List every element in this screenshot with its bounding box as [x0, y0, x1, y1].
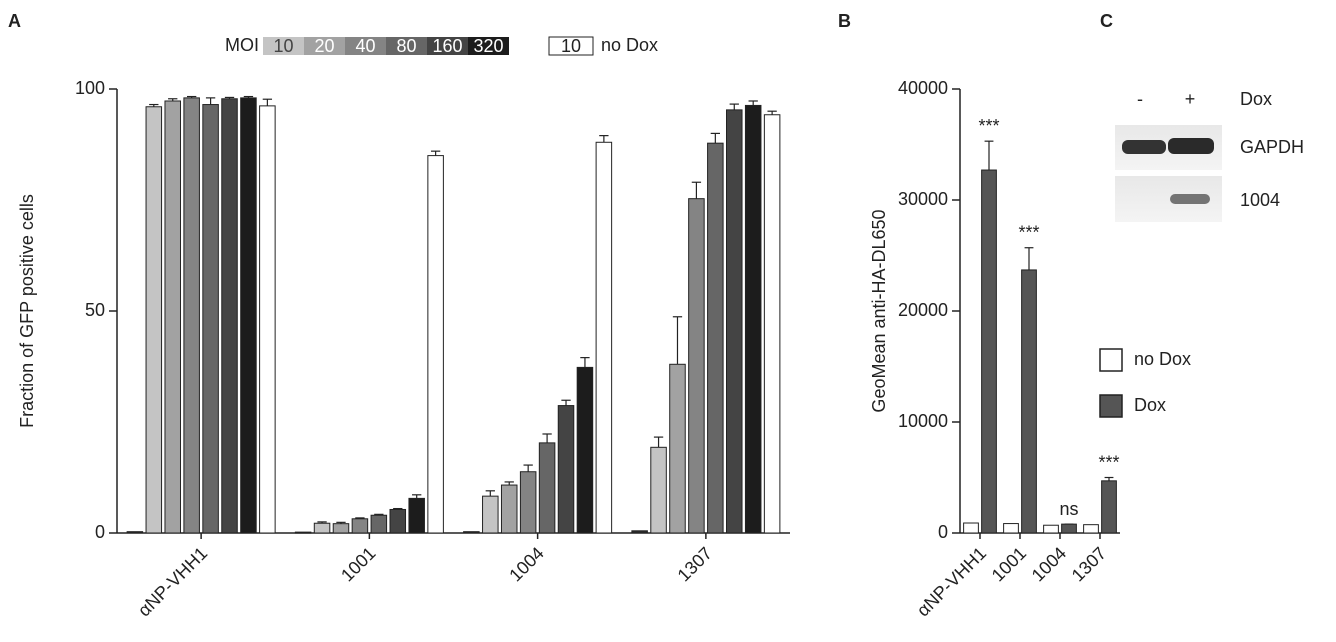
- bar: [260, 106, 276, 533]
- panel-letter: C: [1100, 11, 1113, 31]
- legend-label: Dox: [1134, 395, 1166, 415]
- bar: [727, 110, 743, 533]
- bar: [1004, 524, 1019, 533]
- y-tick-label: 100: [75, 78, 105, 98]
- bar: [670, 364, 686, 533]
- blot-band: [1168, 138, 1214, 154]
- x-tick-label: αNP-VHH1: [134, 543, 211, 620]
- legend-label: no Dox: [1134, 349, 1191, 369]
- bar: [241, 98, 257, 533]
- x-tick-label: αNP-VHH1: [913, 543, 990, 620]
- legend-label: 20: [314, 36, 334, 56]
- bar: [371, 515, 387, 533]
- bar: [520, 472, 536, 533]
- bar: [1062, 524, 1077, 533]
- bar: [184, 98, 200, 533]
- bar: [632, 531, 648, 533]
- condition-label: Dox: [1240, 89, 1272, 109]
- bar: [1084, 525, 1099, 533]
- bar: [203, 105, 219, 533]
- significance-label: ***: [978, 116, 999, 136]
- legend-label: 160: [432, 36, 462, 56]
- legend-label: 40: [355, 36, 375, 56]
- legend-label: 80: [396, 36, 416, 56]
- y-tick-label: 50: [85, 300, 105, 320]
- x-tick-label: 1307: [1068, 543, 1110, 585]
- bar: [222, 99, 238, 533]
- bar: [1044, 525, 1059, 533]
- lane-label: -: [1137, 89, 1143, 109]
- significance-label: ***: [1018, 222, 1039, 242]
- legend-title: MOI: [225, 35, 259, 55]
- significance-label: ns: [1059, 499, 1078, 519]
- y-tick-label: 10000: [898, 411, 948, 431]
- bar: [390, 509, 406, 533]
- legend-swatch: [1100, 349, 1122, 371]
- bar: [333, 524, 349, 533]
- bar: [577, 367, 593, 533]
- bar: [295, 532, 311, 533]
- significance-label: ***: [1098, 452, 1119, 472]
- x-tick-label: 1001: [988, 543, 1030, 585]
- x-tick-label: 1004: [1028, 543, 1070, 585]
- y-axis-title: GeoMean anti-HA-DL650: [869, 209, 889, 412]
- bar: [708, 143, 724, 533]
- bar: [428, 156, 444, 533]
- legend-label: 10: [273, 36, 293, 56]
- legend-swatch: [1100, 395, 1122, 417]
- row-label: GAPDH: [1240, 137, 1304, 157]
- bar: [539, 443, 555, 533]
- bar: [314, 523, 330, 533]
- figure: C - + Dox GAPDH 1004 A Fraction of GFP po…: [0, 0, 1336, 642]
- y-tick-label: 0: [95, 522, 105, 542]
- bar: [501, 485, 517, 533]
- bar: [651, 447, 667, 533]
- bar: [689, 199, 705, 533]
- legend-label: 320: [473, 36, 503, 56]
- panel-letter: A: [8, 11, 21, 31]
- bar: [1022, 270, 1037, 533]
- lane-label: +: [1185, 89, 1196, 109]
- y-tick-label: 30000: [898, 189, 948, 209]
- blot-band: [1170, 194, 1210, 204]
- legend-swatch-label: 10: [561, 36, 581, 56]
- x-tick-label: 1307: [674, 543, 716, 585]
- bar: [352, 519, 368, 533]
- legend-label: no Dox: [601, 35, 658, 55]
- x-tick-label: 1004: [505, 543, 547, 585]
- blot-band: [1122, 140, 1166, 154]
- bar: [127, 532, 143, 533]
- bar: [558, 406, 574, 533]
- y-tick-label: 40000: [898, 78, 948, 98]
- y-tick-label: 0: [938, 522, 948, 542]
- x-tick-label: 1001: [337, 543, 379, 585]
- bar: [483, 496, 499, 533]
- bar: [409, 498, 425, 533]
- panel-letter: B: [838, 11, 851, 31]
- bar: [146, 107, 162, 533]
- bar: [964, 523, 979, 533]
- row-label: 1004: [1240, 190, 1280, 210]
- y-tick-label: 20000: [898, 300, 948, 320]
- y-axis-title: Fraction of GFP positive cells: [17, 194, 37, 428]
- bar: [982, 170, 997, 533]
- bar: [1102, 481, 1117, 533]
- blot: C - + Dox GAPDH 1004: [1100, 11, 1304, 222]
- bar: [764, 115, 780, 533]
- bar: [596, 142, 612, 533]
- bar: [165, 101, 181, 533]
- bar: [464, 532, 480, 533]
- bar: [745, 105, 761, 533]
